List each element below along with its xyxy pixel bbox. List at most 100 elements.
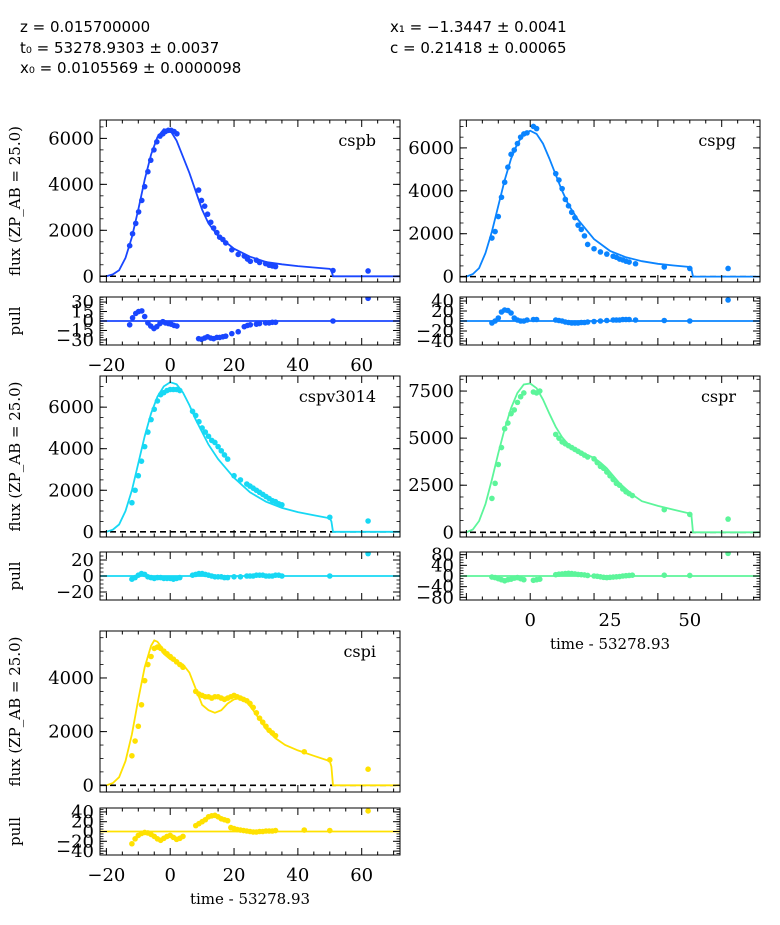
cspi-pull-ytick-label: −40 <box>56 841 94 862</box>
cspr-pull-point <box>725 552 731 557</box>
cspg-data-point <box>632 260 639 267</box>
cspg-data-point <box>562 196 569 203</box>
cspb-ytick-label: 6000 <box>48 128 94 149</box>
cspg-ytick-label: 2000 <box>408 224 454 245</box>
cspr-data-point <box>556 435 562 441</box>
cspr-data-point <box>511 407 518 413</box>
cspr-ytick-label: 7500 <box>408 381 454 402</box>
cspb-data-point <box>256 259 263 266</box>
cspg-data-point <box>661 264 668 270</box>
cspi-data-point <box>129 752 135 759</box>
panel-cspv3014: 0 2000 4000 6000 cspv3014 flux (ZP_AB = 25.0)… <box>6 375 401 603</box>
cspr-data-point <box>686 511 693 518</box>
cspr-data-point <box>594 459 601 466</box>
cspi-pull-point <box>224 817 231 824</box>
cspi-xtick-label: 20 <box>223 865 246 886</box>
cspv3014-pull-point <box>237 574 244 580</box>
cspr-data-point <box>498 444 505 451</box>
cspr-data-point <box>489 495 495 502</box>
cspv3014-data-point <box>199 425 205 431</box>
cspr-pull-point <box>661 572 668 578</box>
cspr-ytick-label: 2500 <box>408 475 454 496</box>
cspb-pull-point <box>129 315 136 321</box>
cspg-band-label: cspg <box>698 131 736 150</box>
cspv3014-pull-ytick-label: 0 <box>83 566 94 587</box>
param-z: z = 0.015700000 <box>20 18 151 36</box>
cspv3014-data-point <box>132 487 138 494</box>
cspi-pull-point <box>272 827 279 834</box>
cspb-pull-ytick-label: −15 <box>56 320 94 341</box>
cspi-pull-point <box>180 833 186 840</box>
cspr-data-point <box>616 482 623 489</box>
cspg-data-point <box>591 245 597 252</box>
cspg-data-point <box>725 265 731 272</box>
cspg-data-point <box>556 177 562 183</box>
cspr-band-label: cspr <box>701 387 736 406</box>
cspb-pull-point <box>247 321 254 328</box>
cspv3014-ylabel: flux (ZP_AB = 25.0) <box>6 382 24 532</box>
cspr-xtick-label: 50 <box>678 610 701 631</box>
cspb-data-point <box>135 209 142 215</box>
cspr-pull-ytick-label: 0 <box>443 566 454 587</box>
cspg-data-point <box>489 235 495 241</box>
cspv3014-data-point <box>224 456 231 462</box>
cspv3014-band-label: cspv3014 <box>299 387 376 406</box>
cspg-data-point <box>508 151 514 158</box>
cspi-data-point <box>365 766 371 772</box>
cspr-data-point <box>600 465 607 472</box>
cspi-data-point <box>132 738 138 744</box>
cspi-pull-ytick-label: −20 <box>56 831 94 852</box>
cspg-data-point <box>572 214 578 221</box>
cspb-band-label: cspb <box>338 131 376 150</box>
cspv3014-pull-point <box>279 573 285 579</box>
cspi-pull-ytick-label: 20 <box>71 812 94 833</box>
cspi-data-point <box>145 661 151 668</box>
cspg-data-point <box>511 147 518 153</box>
cspv3014-data-point <box>231 472 237 479</box>
cspg-pull-point <box>597 318 604 324</box>
cspb-ytick-label: 0 <box>83 266 94 287</box>
cspb-data-point <box>214 229 220 236</box>
cspi-data-point <box>138 701 145 708</box>
cspb-model-curve <box>106 128 400 278</box>
cspg-pull-point <box>725 297 731 303</box>
cspi-data-point <box>253 710 260 716</box>
cspb-data-point <box>145 168 151 175</box>
cspi-data-point <box>263 723 269 730</box>
cspr-data-point <box>604 469 610 475</box>
cspv3014-ytick-label: 4000 <box>48 439 94 460</box>
cspb-xtick-label: 20 <box>223 355 246 376</box>
cspv3014-data-point <box>218 447 225 454</box>
cspv3014-data-point <box>326 514 333 521</box>
cspb-pull-point <box>256 320 263 327</box>
cspg-data-point <box>581 233 588 239</box>
cspb-pull-area <box>100 297 400 343</box>
cspr-data-point <box>584 454 591 460</box>
cspi-data-point <box>259 719 266 726</box>
cspg-model-curve <box>466 129 760 278</box>
cspi-ytick-label: 0 <box>83 775 94 796</box>
cspg-data-point <box>514 140 521 147</box>
cspb-data-point <box>272 263 279 270</box>
cspi-plot-area <box>100 639 400 787</box>
cspr-data-point <box>629 492 636 499</box>
cspr-pull-point <box>686 572 693 579</box>
cspb-data-point <box>174 130 180 137</box>
cspv3014-data-point <box>138 458 145 464</box>
cspg-data-point <box>686 265 693 272</box>
cspv3014-data-point <box>141 443 148 450</box>
cspi-data-point <box>141 677 148 684</box>
cspb-data-point <box>229 247 235 253</box>
cspr-data-point <box>591 456 597 462</box>
cspv3014-data-point <box>176 387 183 394</box>
cspb-xtick-label: 60 <box>350 355 373 376</box>
cspv3014-ytick-label: 0 <box>83 522 94 543</box>
cspv3014-pull-area <box>100 552 400 582</box>
cspg-data-point <box>626 259 632 265</box>
cspr-xlabel: time - 53278.93 <box>550 635 670 653</box>
cspg-ytick-label: 0 <box>443 267 454 288</box>
cspi-pull-point <box>326 827 333 834</box>
cspi-data-point <box>135 723 142 730</box>
